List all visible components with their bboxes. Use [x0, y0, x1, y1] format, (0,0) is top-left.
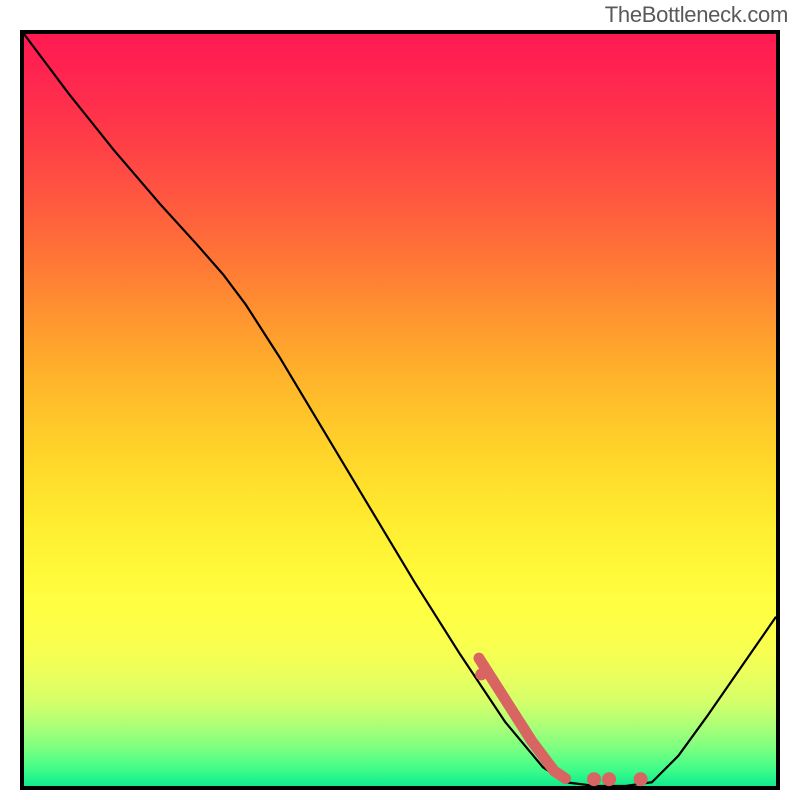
chart-frame	[20, 30, 780, 790]
main-curve-line	[24, 34, 776, 786]
red-dot	[587, 772, 601, 786]
watermark-text: TheBottleneck.com	[605, 2, 788, 28]
chart-svg	[24, 34, 776, 786]
red-drip-dot	[475, 668, 487, 680]
red-dots-group	[587, 772, 648, 786]
red-dot	[602, 772, 616, 786]
red-dot	[634, 772, 648, 786]
red-segment-line	[479, 658, 565, 778]
